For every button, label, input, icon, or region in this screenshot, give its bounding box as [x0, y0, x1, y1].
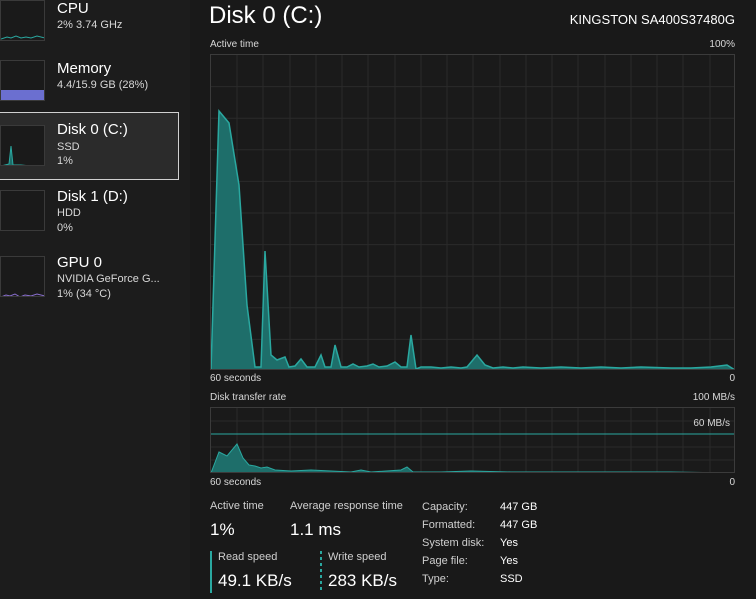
- type-value: SSD: [500, 573, 523, 585]
- sidebar-item-sub: 2% 3.74 GHz: [57, 19, 123, 31]
- sidebar-item-disk1[interactable]: Disk 1 (D:) HDD 0%: [0, 188, 181, 250]
- read-speed-value: 49.1 KB/s: [218, 571, 292, 590]
- transfer-rate-chart: [211, 408, 734, 472]
- system-disk-label: System disk:: [422, 537, 485, 549]
- main-panel: Disk 0 (C:) KINGSTON SA400S37480G Active…: [190, 0, 756, 599]
- memory-thumbnail: [0, 60, 45, 101]
- disk-model: KINGSTON SA400S37480G: [569, 12, 735, 27]
- sidebar-item-sub: 4.4/15.9 GB (28%): [57, 79, 149, 91]
- active-time-graph: [210, 54, 735, 370]
- active-time-graph-min: 0: [729, 373, 735, 384]
- memory-fill: [1, 90, 44, 100]
- active-time-value: 1%: [210, 520, 235, 539]
- formatted-value: 447 GB: [500, 519, 538, 531]
- write-speed-label: Write speed: [328, 551, 387, 563]
- sidebar-item-sub2: 1%: [57, 155, 73, 167]
- active-time-graph-label: Active time: [210, 39, 259, 50]
- sidebar-item-sub: SSD: [57, 141, 80, 153]
- avg-response-value: 1.1 ms: [290, 520, 342, 539]
- transfer-graph-max: 100 MB/s: [692, 392, 735, 403]
- sidebar-item-disk0[interactable]: Disk 0 (C:) SSD 1%: [0, 112, 179, 180]
- system-disk-value: Yes: [500, 537, 518, 549]
- sidebar-item-cpu[interactable]: CPU 2% 3.74 GHz: [0, 0, 181, 62]
- write-speed-indicator: [320, 551, 322, 593]
- sidebar-item-gpu0[interactable]: GPU 0 NVIDIA GeForce G... 1% (34 °C): [0, 254, 181, 316]
- transfer-graph-line-label: 60 MB/s: [693, 418, 730, 429]
- capacity-value: 447 GB: [500, 501, 538, 513]
- capacity-label: Capacity:: [422, 501, 468, 513]
- sidebar-item-sub: NVIDIA GeForce G...: [57, 273, 160, 285]
- read-speed-label: Read speed: [218, 551, 278, 563]
- active-time-graph-max: 100%: [709, 39, 735, 50]
- active-time-graph-duration: 60 seconds: [210, 373, 262, 384]
- write-speed-value: 283 KB/s: [328, 571, 397, 590]
- sidebar-item-title: GPU 0: [57, 254, 103, 271]
- formatted-label: Formatted:: [422, 519, 476, 531]
- page-title: Disk 0 (C:): [209, 2, 323, 29]
- sidebar-item-sub: HDD: [57, 207, 81, 219]
- transfer-graph-label: Disk transfer rate: [210, 392, 287, 403]
- gpu-thumbnail: [0, 256, 45, 297]
- transfer-rate-graph: [210, 407, 735, 473]
- sidebar-item-memory[interactable]: Memory 4.4/15.9 GB (28%): [0, 60, 181, 122]
- disk1-thumbnail: [0, 190, 45, 231]
- sidebar-item-title: Disk 1 (D:): [57, 188, 128, 205]
- active-time-label: Active time: [210, 500, 264, 512]
- sidebar-item-title: CPU: [57, 0, 89, 17]
- active-time-chart: [211, 55, 734, 369]
- transfer-graph-min: 0: [729, 477, 735, 488]
- sidebar-item-title: Disk 0 (C:): [57, 121, 128, 138]
- cpu-thumbnail: [0, 0, 45, 41]
- sidebar-item-sub2: 0%: [57, 222, 73, 234]
- page-file-label: Page file:: [422, 555, 468, 567]
- avg-response-label: Average response time: [290, 500, 403, 512]
- page-file-value: Yes: [500, 555, 518, 567]
- transfer-graph-duration: 60 seconds: [210, 477, 262, 488]
- disk0-thumbnail: [0, 125, 45, 166]
- sidebar-item-title: Memory: [57, 60, 112, 77]
- sidebar: CPU 2% 3.74 GHz Memory 4.4/15.9 GB (28%)…: [0, 0, 190, 599]
- type-label: Type:: [422, 573, 449, 585]
- read-speed-indicator: [210, 551, 212, 593]
- sidebar-item-sub2: 1% (34 °C): [57, 288, 111, 300]
